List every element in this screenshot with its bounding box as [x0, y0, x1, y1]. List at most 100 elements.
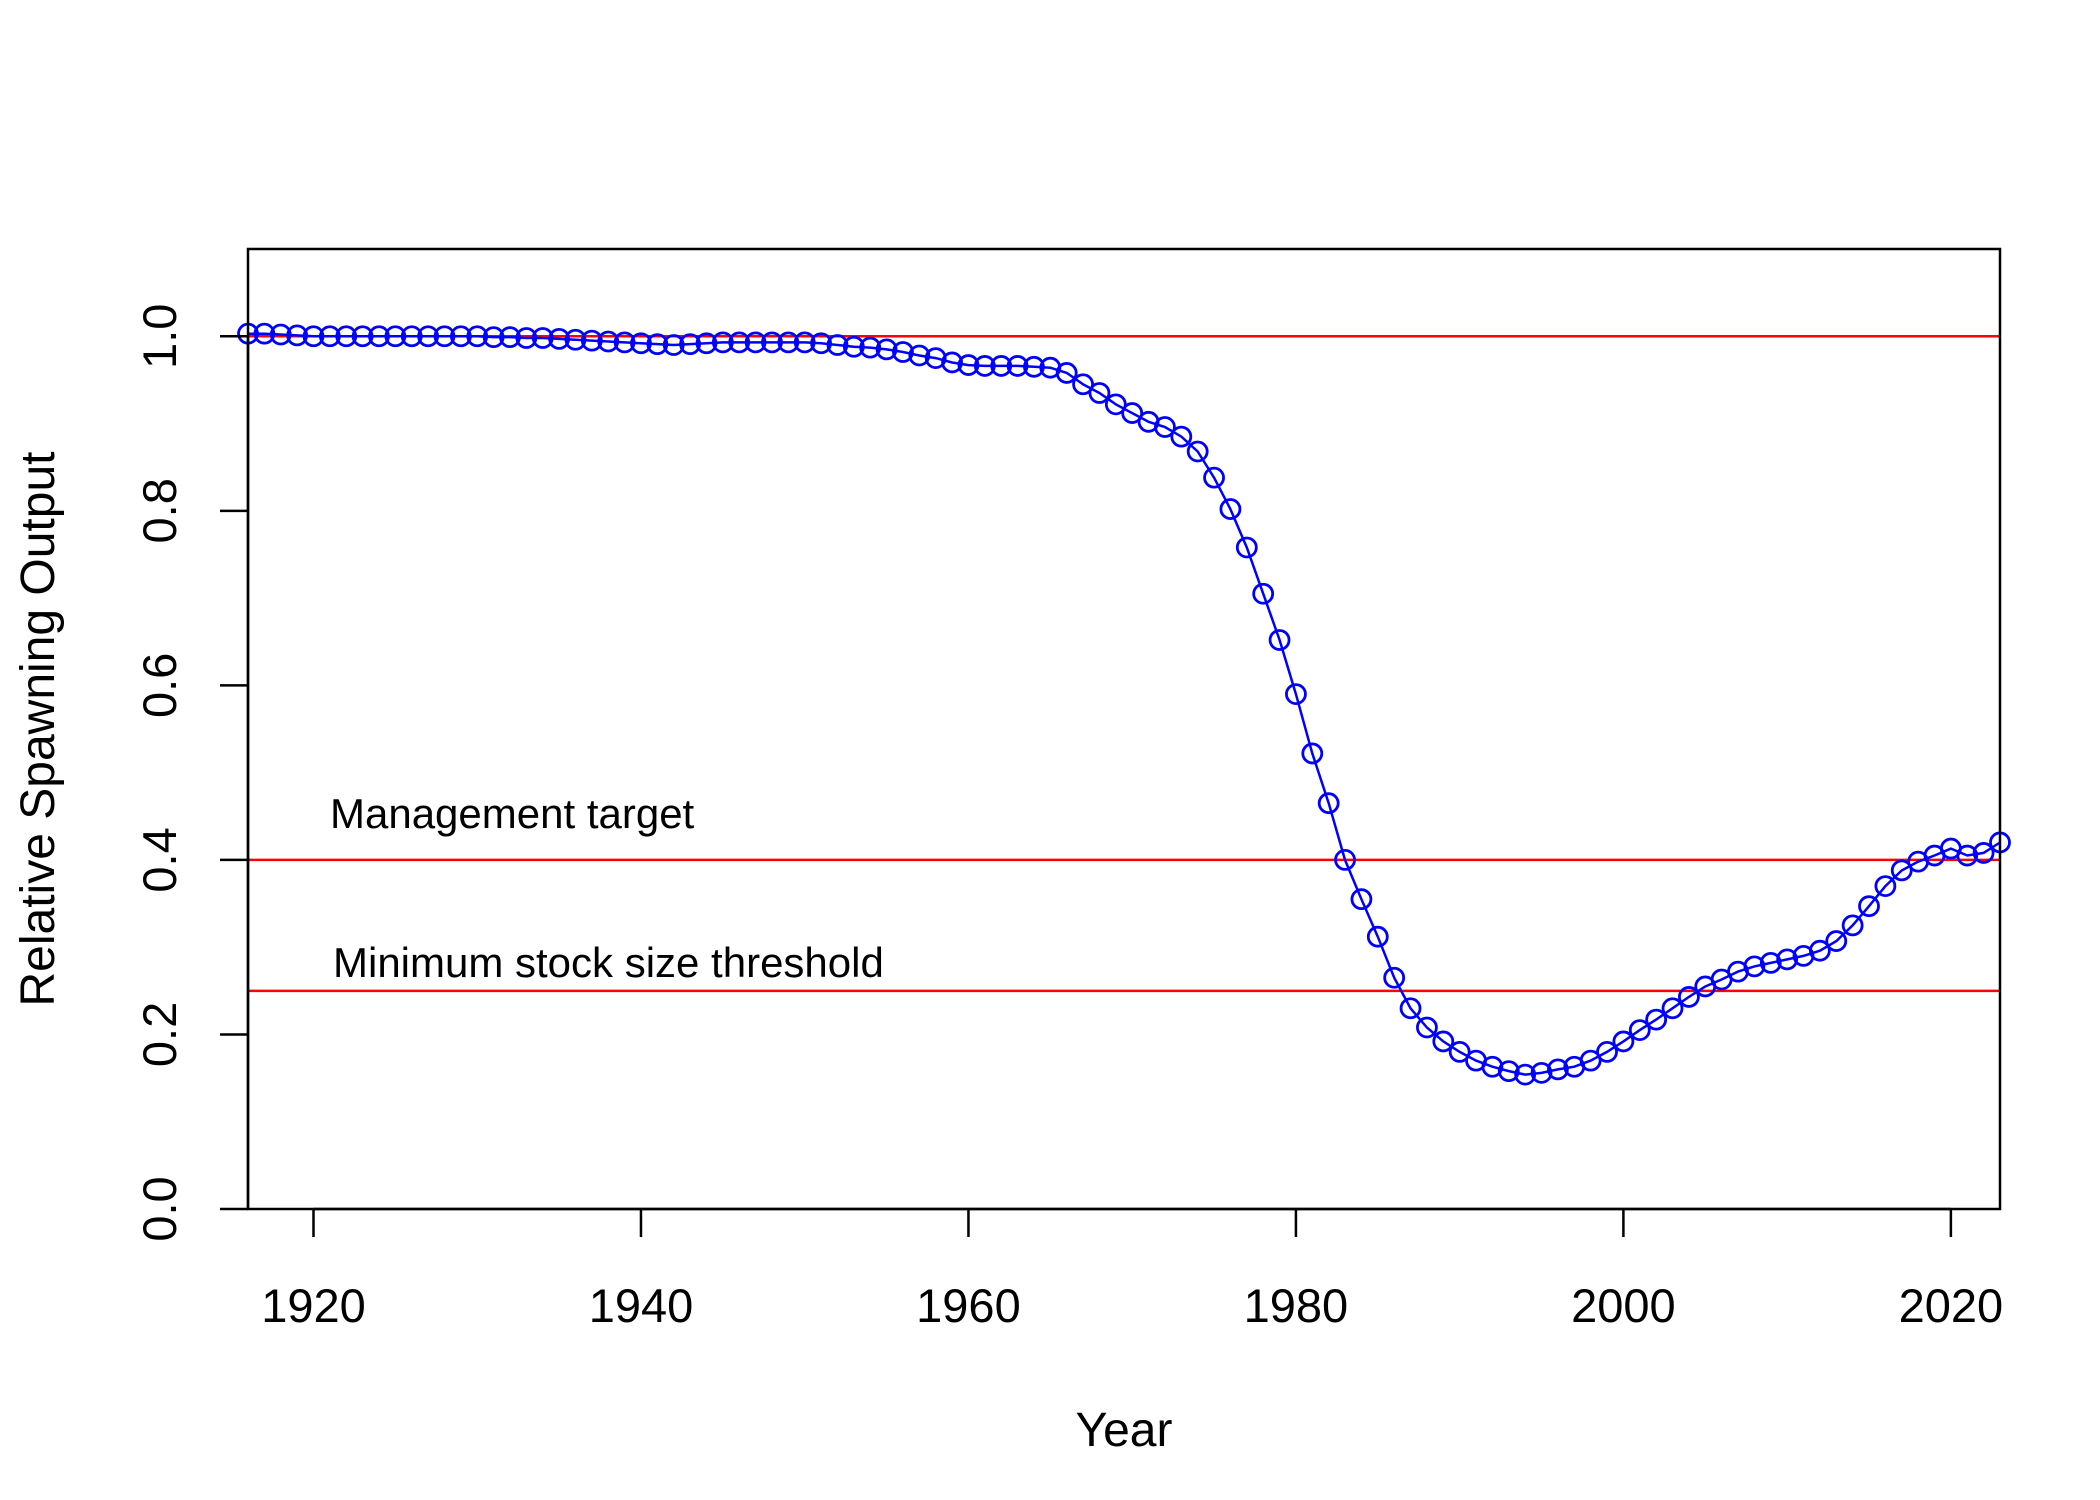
- x-tick-label: 1940: [589, 1279, 694, 1332]
- data-point: [269, 323, 292, 346]
- data-point: [515, 327, 538, 349]
- data-point: [1743, 955, 1766, 978]
- data-point: [1334, 849, 1356, 871]
- data-point: [400, 325, 423, 348]
- data-point: [597, 330, 620, 353]
- data-point: [1890, 859, 1913, 882]
- y-tick-label: 0.6: [133, 653, 186, 718]
- data-point: [810, 332, 832, 355]
- data-point: [1645, 1008, 1668, 1031]
- data-point: [351, 325, 374, 348]
- data-point: [499, 326, 521, 349]
- plot-frame: [246, 247, 2002, 1211]
- data-point: [449, 325, 472, 348]
- data-point: [1317, 792, 1340, 815]
- data-point: [335, 325, 358, 348]
- data-point: [695, 332, 718, 355]
- data-point: [777, 331, 800, 354]
- data-point: [859, 336, 882, 359]
- data-point: [761, 331, 783, 354]
- data-point: [1383, 966, 1406, 989]
- y-axis-title: Relative Spawning Output: [12, 452, 65, 1007]
- data-point: [1497, 1060, 1520, 1083]
- data-point: [1825, 930, 1848, 952]
- data-point: [548, 327, 571, 350]
- data-point: [253, 322, 276, 345]
- data-point: [875, 338, 898, 361]
- data-point: [1252, 582, 1275, 605]
- data-point: [482, 326, 505, 349]
- data-point: [1759, 951, 1782, 974]
- data-point: [1219, 498, 1242, 520]
- data-point: [728, 331, 751, 354]
- series-layer: [237, 322, 2011, 1086]
- data-point: [466, 325, 489, 348]
- x-tick-label: 1980: [1244, 1279, 1349, 1332]
- data-point: [990, 355, 1013, 377]
- data-point: [1301, 742, 1324, 765]
- data-point: [1448, 1041, 1471, 1063]
- data-point: [1268, 629, 1291, 651]
- data-point: [1154, 416, 1176, 438]
- x-tick-label: 1960: [916, 1279, 1021, 1332]
- data-point: [1841, 914, 1864, 937]
- data-point: [941, 351, 963, 374]
- data-point: [302, 325, 325, 348]
- y-axis: 0.0 0.2 0.4 0.6 0.8 1.0: [133, 304, 250, 1242]
- data-point: [1350, 888, 1373, 911]
- x-axis-title: Year: [1076, 1404, 1173, 1457]
- data-point: [1006, 355, 1029, 377]
- data-point: [1235, 536, 1258, 559]
- data-point: [531, 327, 554, 349]
- y-tick-label: 0.2: [133, 1002, 186, 1067]
- data-point: [1579, 1049, 1602, 1072]
- x-tick-label: 2000: [1571, 1279, 1676, 1332]
- data-point: [957, 354, 980, 376]
- data-point: [1677, 986, 1700, 1008]
- data-point: [1416, 1016, 1438, 1039]
- data-point: [1628, 1019, 1651, 1041]
- data-point: [744, 331, 767, 354]
- data-point: [1858, 895, 1880, 918]
- data-point: [793, 331, 816, 354]
- management-target-label: Management target: [330, 790, 695, 837]
- data-point: [1170, 425, 1193, 448]
- data-point: [1104, 393, 1127, 416]
- data-point: [580, 329, 603, 352]
- data-point: [564, 328, 587, 351]
- data-point: [679, 333, 701, 356]
- data-point: [973, 355, 996, 377]
- data-point: [1530, 1061, 1553, 1084]
- minimum-stock-threshold-label: Minimum stock size threshold: [333, 939, 884, 986]
- x-axis: 1920 1940 1960 1980 2000 2020: [261, 1207, 2003, 1332]
- data-point: [1547, 1058, 1569, 1081]
- data-point: [1186, 440, 1209, 463]
- x-tick-label: 1920: [261, 1279, 366, 1332]
- data-point: [662, 334, 685, 356]
- data-point: [1432, 1030, 1455, 1053]
- data-point: [1612, 1030, 1635, 1053]
- data-point: [908, 344, 931, 367]
- data-point: [1088, 382, 1111, 404]
- data-point: [1776, 948, 1799, 971]
- data-point: [1203, 466, 1225, 489]
- reference-lines: [248, 335, 2000, 993]
- y-tick-label: 0.0: [133, 1176, 186, 1241]
- data-point: [1285, 683, 1307, 705]
- data-point: [384, 325, 407, 348]
- data-point: [1366, 925, 1389, 948]
- data-point: [1072, 373, 1094, 396]
- y-tick-label: 1.0: [133, 304, 186, 369]
- data-point: [1055, 362, 1078, 384]
- data-point: [433, 325, 456, 348]
- data-point: [1514, 1063, 1537, 1086]
- data-point: [1972, 842, 1995, 864]
- data-point: [1956, 844, 1979, 867]
- data-point: [368, 325, 390, 348]
- y-tick-label: 0.4: [133, 827, 186, 892]
- data-point: [318, 325, 341, 348]
- data-point: [1023, 355, 1045, 378]
- data-point: [286, 324, 309, 347]
- data-point: [1399, 997, 1422, 1020]
